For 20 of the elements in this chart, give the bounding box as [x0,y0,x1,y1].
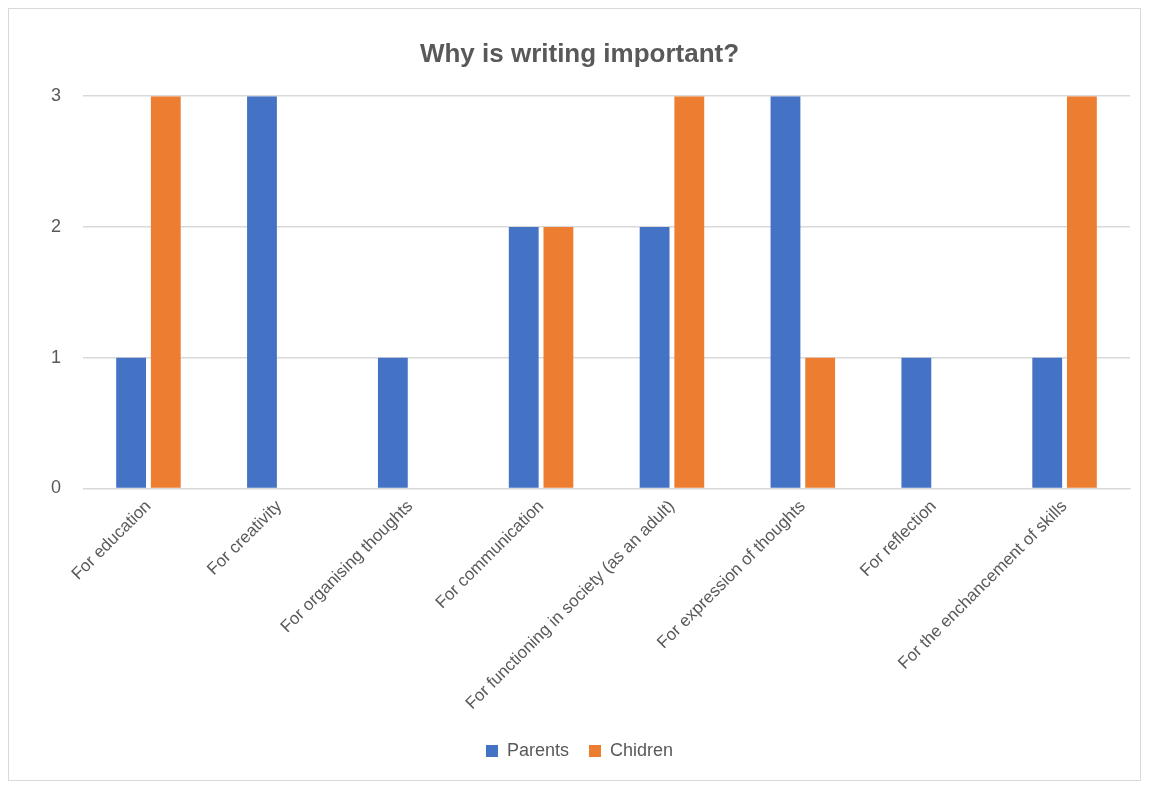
bar [639,226,670,488]
bar [674,96,705,488]
bar [1066,96,1097,488]
legend-label: Chidren [610,739,674,760]
bar [377,357,408,488]
y-tick-label: 0 [51,477,62,498]
bar [247,96,277,488]
bar [1032,357,1063,488]
legend-label: Parents [506,739,570,760]
bar [543,226,574,488]
y-tick-label: 3 [51,85,62,106]
y-tick-label: 1 [51,346,62,367]
bar [901,357,932,488]
bar [770,96,801,488]
chart-title: Why is writing important? [419,37,740,68]
bar [805,357,836,488]
bar [116,357,147,488]
bar [508,226,539,488]
y-tick-label: 2 [51,215,62,236]
bar [150,96,181,488]
